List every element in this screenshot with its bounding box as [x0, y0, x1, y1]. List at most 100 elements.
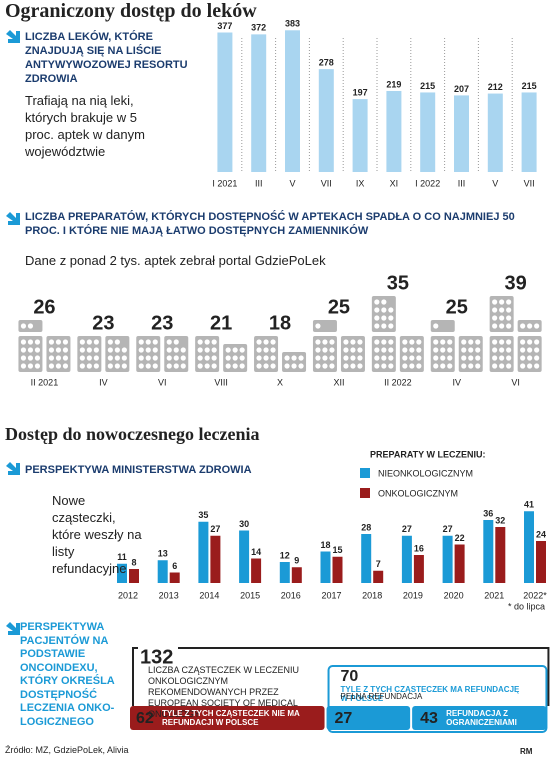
pill [374, 307, 380, 313]
pill-pack [517, 336, 542, 372]
value-label: 9 [294, 556, 299, 566]
pill [461, 363, 467, 369]
x-tick-label: II 2022 [384, 377, 412, 387]
pill [409, 355, 415, 361]
pill-pack [312, 320, 337, 332]
pill [79, 339, 85, 345]
pill [256, 355, 262, 361]
pill [416, 363, 422, 369]
pill [357, 355, 363, 361]
part [412, 706, 547, 730]
bar [487, 93, 503, 172]
credit: RM [520, 747, 533, 756]
pill [381, 299, 387, 305]
x-tick-label: V [289, 178, 295, 188]
pill [499, 363, 505, 369]
pill [152, 347, 158, 353]
pill [173, 347, 179, 353]
pill [232, 363, 238, 369]
pill [20, 323, 27, 329]
legend-swatch [360, 488, 370, 498]
pill [62, 355, 69, 361]
pill [152, 355, 158, 361]
pill [374, 347, 380, 353]
x-tick-label: VII [321, 178, 332, 188]
pill [468, 355, 474, 361]
pill [211, 355, 217, 361]
pill [121, 355, 127, 361]
value-label: 23 [151, 312, 173, 334]
pill [440, 347, 446, 353]
pill [138, 363, 144, 369]
value-label: 25 [328, 296, 350, 318]
pill [204, 355, 210, 361]
pill [409, 363, 415, 369]
value-label: 215 [420, 81, 435, 91]
x-tick-label: 2019 [403, 590, 423, 600]
pill [388, 363, 394, 369]
pill [499, 315, 505, 321]
x-tick-label: V [492, 178, 498, 188]
pill [145, 363, 151, 369]
pill [197, 339, 203, 345]
bar [239, 530, 250, 583]
pill [27, 363, 34, 369]
pill [381, 323, 387, 329]
pill [107, 363, 113, 369]
pill [388, 315, 394, 321]
pill [20, 363, 27, 369]
x-tick-label: XII [333, 377, 344, 387]
pill [145, 355, 151, 361]
pill [534, 347, 540, 353]
pill [492, 355, 498, 361]
pill [211, 339, 217, 345]
pill [506, 307, 512, 313]
pill [204, 339, 210, 345]
pill-pack [371, 336, 396, 372]
pill [20, 339, 27, 345]
pill [239, 363, 245, 369]
pill-pack [430, 320, 455, 332]
pill [520, 339, 526, 345]
section-title: Dostęp do nowoczesnego leczenia [5, 424, 260, 444]
pill [48, 363, 55, 369]
pill [506, 315, 512, 321]
pill [138, 355, 144, 361]
segment-frame [327, 665, 548, 733]
pill [315, 355, 321, 361]
pill [34, 339, 41, 345]
pictogram [136, 336, 189, 372]
bar [291, 567, 302, 583]
bar [217, 32, 233, 173]
bar [373, 570, 384, 583]
pictogram [312, 320, 365, 372]
chart-subtitle: Dane z ponad 2 tys. aptek zebrał portal … [25, 253, 326, 268]
pill [534, 363, 540, 369]
pill-pack [489, 296, 514, 332]
x-tick-label: 2017 [321, 590, 341, 600]
pill [27, 347, 34, 353]
pill [225, 363, 231, 369]
pill [475, 339, 481, 345]
value-label: 24 [536, 529, 546, 539]
x-tick-label: 2022* [523, 590, 547, 600]
pill [527, 355, 533, 361]
pill [239, 355, 245, 361]
pill [388, 339, 394, 345]
pill [433, 347, 439, 353]
pill [27, 355, 34, 361]
legend-swatch [360, 468, 370, 478]
pill [433, 323, 439, 329]
pill [114, 347, 120, 353]
pill [520, 347, 526, 353]
pictogram [77, 336, 130, 372]
pill-pack [18, 336, 43, 372]
x-tick-label: IV [452, 377, 461, 387]
x-tick-label: VII [524, 178, 535, 188]
value-label: 11 [117, 552, 127, 562]
pill [329, 339, 335, 345]
pill [499, 355, 505, 361]
pill [374, 355, 380, 361]
pill-pack [195, 336, 220, 372]
